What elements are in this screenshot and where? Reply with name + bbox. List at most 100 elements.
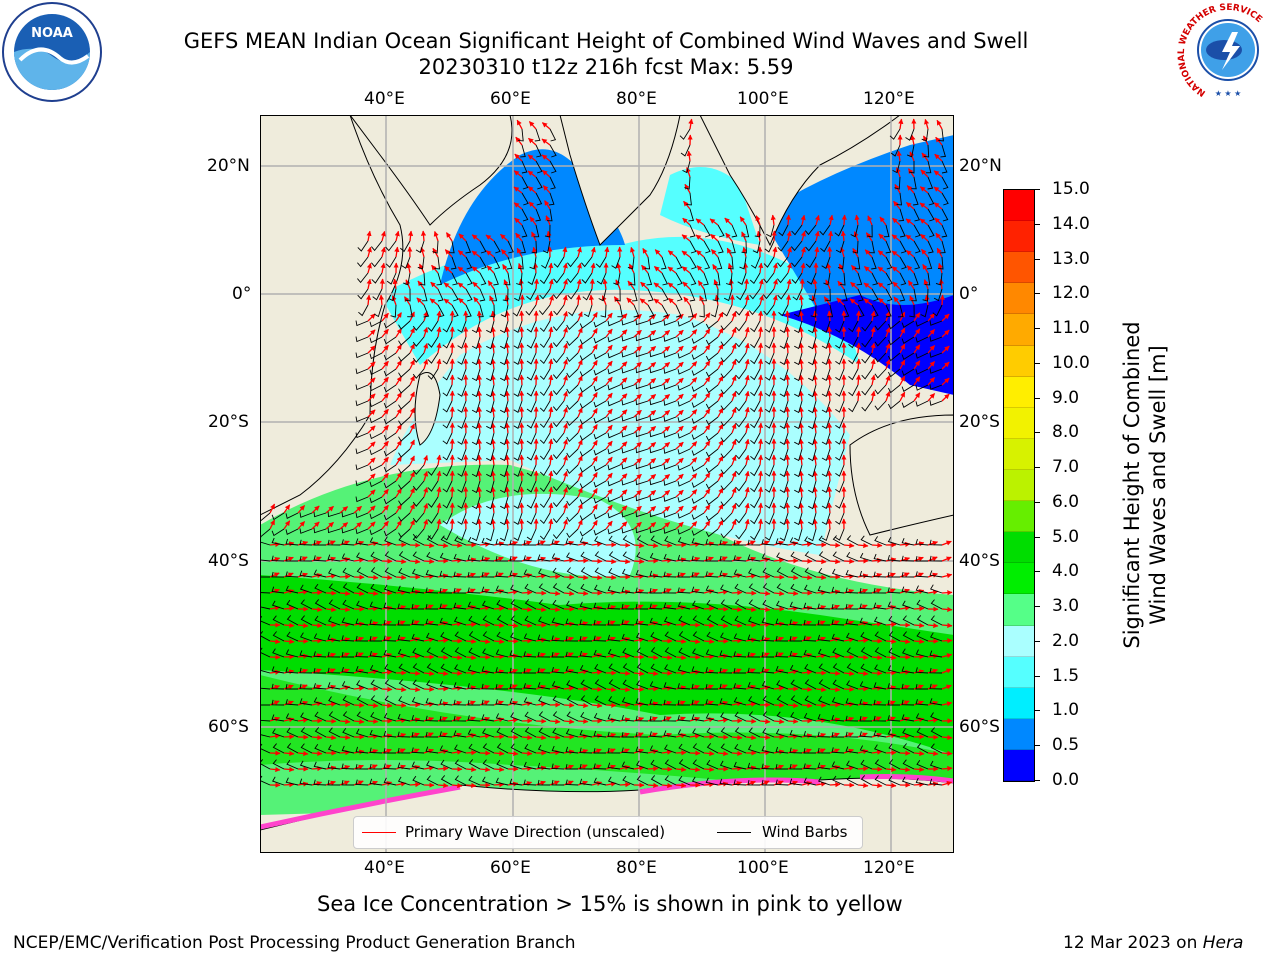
wave-arrow bbox=[667, 282, 677, 290]
wave-arrow bbox=[891, 266, 901, 274]
wave-arrow bbox=[519, 470, 525, 482]
wave-arrow bbox=[528, 121, 537, 130]
wave-arrow bbox=[744, 390, 750, 402]
wave-arrow bbox=[633, 345, 642, 354]
wave-arrow bbox=[814, 246, 820, 258]
wave-arrow bbox=[905, 202, 915, 210]
wave-arrow bbox=[633, 521, 642, 530]
wave-arrow bbox=[703, 328, 711, 338]
wave-arrow bbox=[829, 604, 840, 610]
wave-arrow bbox=[521, 590, 533, 596]
wave-arrow bbox=[493, 734, 505, 740]
wave-arrow bbox=[784, 422, 791, 434]
wave-arrow bbox=[772, 262, 778, 274]
wave-arrow bbox=[548, 390, 554, 402]
wave-arrow bbox=[577, 702, 589, 709]
wave-arrow bbox=[731, 765, 743, 772]
wave-arrow bbox=[490, 374, 496, 386]
wave-arrow bbox=[473, 296, 481, 306]
wave-arrow bbox=[449, 326, 455, 338]
wave-arrow bbox=[381, 440, 389, 450]
wave-arrow bbox=[689, 489, 698, 498]
wave-arrow bbox=[493, 556, 504, 562]
wave-arrow bbox=[601, 295, 607, 306]
wave-arrow bbox=[436, 486, 442, 498]
wave-arrow bbox=[870, 310, 876, 322]
wave-arrow bbox=[855, 326, 862, 338]
wave-arrow bbox=[855, 358, 862, 370]
wave-arrow bbox=[927, 589, 939, 595]
wave-arrow bbox=[695, 250, 705, 258]
colorbar-swatch bbox=[1004, 221, 1034, 253]
wave-arrow bbox=[451, 670, 463, 676]
lat-tick-right-40s: 40°S bbox=[959, 551, 1000, 571]
wave-arrow bbox=[409, 327, 415, 338]
wave-arrow bbox=[811, 295, 817, 306]
wave-arrow bbox=[920, 233, 929, 242]
wave-arrow bbox=[437, 637, 449, 644]
wave-arrow bbox=[828, 214, 834, 226]
wave-arrow bbox=[717, 503, 724, 514]
wave-arrow bbox=[605, 376, 613, 386]
wave-arrow bbox=[703, 376, 711, 386]
wave-arrow bbox=[504, 486, 511, 498]
wave-arrow bbox=[675, 782, 687, 789]
wave-arrow bbox=[641, 264, 649, 274]
wave-arrow bbox=[458, 233, 467, 242]
wave-arrow bbox=[675, 521, 684, 530]
wave-arrow bbox=[409, 439, 415, 450]
wave-arrow bbox=[409, 519, 415, 530]
wave-arrow bbox=[339, 622, 351, 628]
wave-arrow bbox=[784, 342, 791, 354]
wave-arrow bbox=[476, 454, 483, 466]
wave-arrow bbox=[661, 410, 671, 418]
wave-arrow bbox=[577, 423, 583, 434]
wave-arrow bbox=[325, 540, 336, 546]
wave-arrow bbox=[353, 521, 362, 530]
wave-arrow bbox=[549, 574, 561, 580]
wave-arrow bbox=[449, 310, 455, 322]
credit-machine: Hera bbox=[1202, 933, 1244, 953]
wave-arrow bbox=[744, 406, 750, 418]
lat-tick-left-0: 0° bbox=[232, 284, 252, 304]
colorbar-swatch bbox=[1004, 563, 1034, 595]
wave-arrow bbox=[935, 232, 943, 242]
colorbar-tick-label: 5.0 bbox=[1052, 526, 1080, 547]
wave-arrow bbox=[703, 750, 715, 757]
wave-arrow bbox=[784, 310, 791, 322]
lon-tick-top-60e: 60°E bbox=[490, 89, 531, 109]
wave-arrow bbox=[633, 329, 642, 338]
wave-arrow bbox=[939, 294, 945, 306]
wave-arrow bbox=[513, 186, 523, 194]
wave-arrow bbox=[717, 407, 724, 418]
wave-arrow bbox=[457, 250, 467, 258]
wave-arrow bbox=[731, 343, 737, 354]
wave-arrow bbox=[562, 502, 568, 514]
wave-arrow bbox=[365, 294, 372, 306]
wave-arrow bbox=[392, 278, 398, 290]
wave-arrow bbox=[504, 502, 511, 514]
wave-arrow bbox=[502, 264, 509, 274]
wave-arrow bbox=[681, 234, 691, 242]
map-panel bbox=[257, 114, 955, 854]
wave-arrow bbox=[532, 246, 538, 258]
wave-arrow bbox=[431, 264, 439, 274]
band-lower-green bbox=[260, 675, 954, 805]
wave-arrow bbox=[367, 329, 376, 338]
wave-arrow bbox=[549, 734, 561, 740]
wave-arrow bbox=[444, 249, 453, 258]
wave-arrow bbox=[927, 393, 936, 402]
wave-arrow bbox=[703, 312, 711, 322]
wave-arrow bbox=[476, 390, 483, 402]
wave-arrow bbox=[619, 473, 628, 482]
wave-arrow bbox=[451, 604, 462, 610]
wave-arrow bbox=[826, 310, 833, 322]
wave-arrow bbox=[379, 278, 385, 290]
wave-arrow bbox=[899, 375, 906, 386]
wave-arrow bbox=[476, 310, 483, 322]
wave-arrow bbox=[513, 202, 523, 210]
wave-arrow bbox=[913, 392, 921, 402]
wave-arrow bbox=[367, 473, 376, 482]
wave-arrow bbox=[785, 294, 792, 306]
wave-arrow bbox=[521, 638, 533, 644]
